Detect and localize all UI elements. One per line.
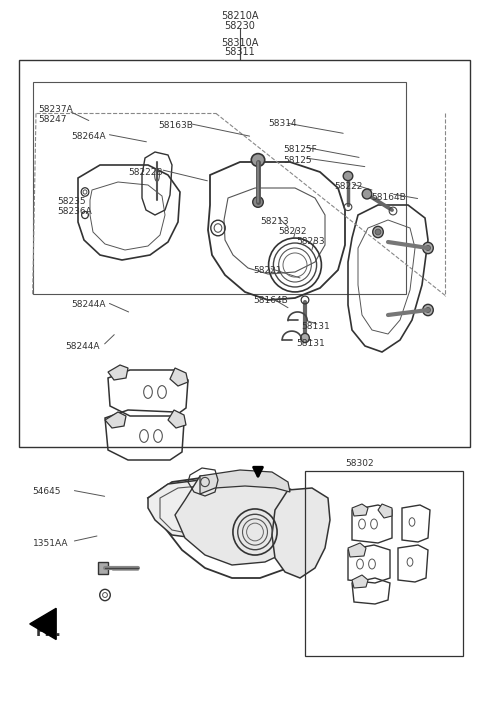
Text: 58247: 58247 [38,116,67,124]
Bar [19,60,470,447]
Bar [33,82,406,294]
Polygon shape [352,575,368,588]
Ellipse shape [423,242,433,254]
Polygon shape [170,368,188,386]
Polygon shape [98,562,108,574]
Ellipse shape [426,245,431,250]
Bar [305,471,463,656]
Text: 58311: 58311 [225,48,255,57]
Polygon shape [148,480,218,538]
Text: 58222B: 58222B [129,169,163,177]
Text: 58125F: 58125F [283,145,317,154]
Text: 58163B: 58163B [158,121,193,130]
Polygon shape [105,412,126,428]
Text: 58237A: 58237A [38,106,73,114]
Text: 58222: 58222 [334,182,362,191]
Polygon shape [272,488,330,578]
Text: FR.: FR. [36,625,62,640]
Text: 58125: 58125 [283,156,312,164]
Text: 58314: 58314 [268,119,297,128]
Text: 58232: 58232 [278,228,307,236]
Polygon shape [348,543,366,557]
Text: 58302: 58302 [346,459,374,468]
Polygon shape [30,608,56,640]
Polygon shape [175,476,312,565]
Ellipse shape [343,172,353,181]
Text: 58210A: 58210A [221,11,259,21]
Ellipse shape [252,196,263,207]
Text: 58164B: 58164B [253,296,288,305]
Text: 58131: 58131 [296,339,325,347]
Text: 54645: 54645 [33,487,61,496]
Ellipse shape [300,333,309,342]
Text: 58264A: 58264A [71,132,106,140]
Text: 58164B: 58164B [371,193,406,201]
Ellipse shape [362,189,372,199]
Polygon shape [378,504,392,518]
Ellipse shape [375,229,381,235]
Polygon shape [200,470,290,494]
Ellipse shape [252,154,265,167]
Ellipse shape [423,304,433,316]
Text: 58233: 58233 [297,238,325,246]
Text: 58244A: 58244A [71,301,106,309]
Text: 58244A: 58244A [65,342,100,351]
Text: 58213: 58213 [261,217,289,225]
Ellipse shape [426,308,431,313]
Text: 58221: 58221 [253,267,281,275]
Text: 58310A: 58310A [221,38,259,48]
Text: 1351AA: 1351AA [33,540,68,548]
Text: 58236A: 58236A [58,207,92,216]
Polygon shape [108,365,128,380]
Ellipse shape [373,226,383,238]
Text: 58230: 58230 [225,21,255,30]
Text: 58131: 58131 [301,322,330,330]
Text: 58235: 58235 [58,197,86,206]
Polygon shape [168,410,186,428]
Polygon shape [352,504,368,516]
